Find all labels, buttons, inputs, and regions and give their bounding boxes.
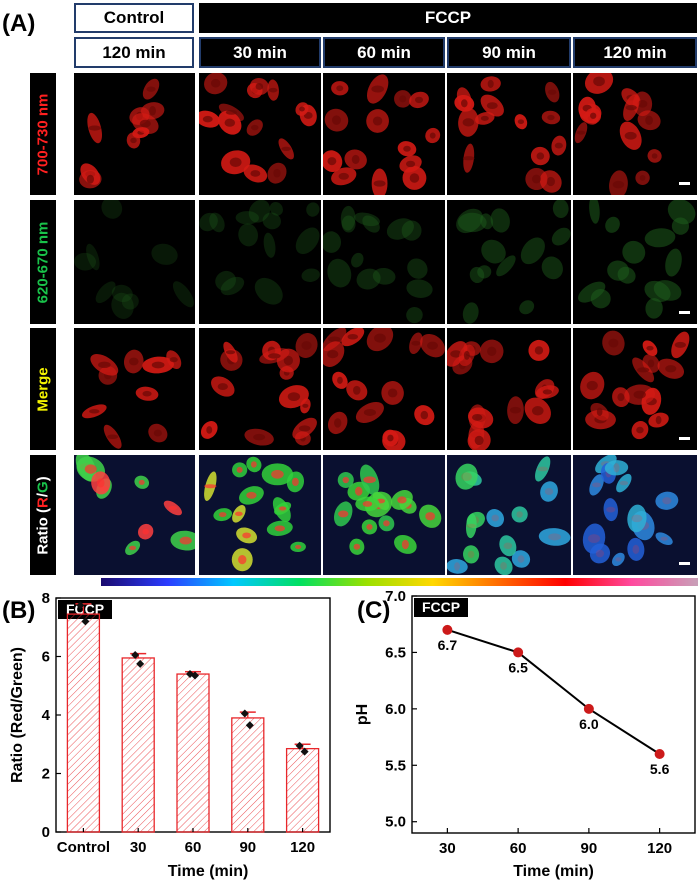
data-point-30-1 — [131, 651, 140, 660]
micrograph-red-channel-col-1 — [74, 73, 195, 195]
data-point-120-2 — [300, 747, 309, 756]
ph-line-chart: FCCP 6.7 6.5 6.0 5.6 30 60 90 120 5.0 5.5 6.0 6.5 7.0… — [354, 590, 696, 880]
data-point-90-2 — [245, 721, 254, 730]
micrograph-red-channel-col-3 — [323, 73, 445, 195]
micrograph-ratio-col-1 — [74, 455, 195, 575]
time-header-120: 120 min — [573, 37, 697, 68]
data-point-60-2 — [191, 671, 199, 680]
micrograph-green-channel-col-3 — [323, 200, 445, 324]
micrograph-ratio-col-4 — [447, 455, 571, 575]
x-tick-label-30: 30 — [439, 840, 456, 857]
data-point-Control-2 — [81, 617, 90, 626]
row-label-620-670: 620-670 nm — [30, 200, 56, 324]
micrograph-ratio-col-2 — [199, 455, 321, 575]
ratio-bar-chart: FCCP Control 30 60 90 120 0 2 4 6 8 Time (min) Ratio… — [9, 590, 331, 880]
series-line-ph — [447, 628, 661, 755]
y-tick-label-8: 8 — [42, 590, 50, 607]
bar-Control — [66, 613, 101, 833]
scale-bar — [679, 182, 690, 185]
data-label-30: 6.7 — [438, 637, 458, 653]
x-tick-label-60: 60 — [510, 840, 527, 857]
y-tick-label-6: 6 — [42, 649, 50, 666]
fccp-tag: FCCP — [66, 601, 104, 617]
micrograph-ratio-col-3 — [323, 455, 445, 575]
time-header-60: 60 min — [323, 37, 445, 68]
x-axis-label: Time (min) — [513, 863, 594, 880]
y-tick-label-4: 4 — [42, 707, 51, 724]
y-tick-label-5.5: 5.5 — [385, 757, 406, 774]
y-tick-label-2: 2 — [42, 766, 50, 783]
micrograph-merge-col-3 — [323, 328, 445, 450]
data-point-120-1 — [295, 741, 304, 750]
data-point-60 — [513, 647, 524, 658]
data-point-90 — [583, 703, 594, 714]
micrograph-green-channel-col-4 — [447, 200, 571, 324]
panel-a-letter: (A) — [2, 10, 36, 37]
time-header-control-120: 120 min — [74, 37, 194, 68]
y-axis-label: pH — [354, 704, 371, 725]
micrograph-merge-col-1 — [74, 328, 195, 450]
row-label-700-730: 700-730 nm — [30, 73, 56, 195]
y-tick-label-0: 0 — [42, 824, 50, 841]
bar-60 — [176, 673, 210, 833]
x-tick-label-120: 120 — [647, 840, 672, 857]
x-tick-label-120: 120 — [290, 839, 315, 856]
fccp-header: FCCP — [199, 3, 697, 33]
y-tick-label-6.0: 6.0 — [385, 701, 406, 718]
time-header-30: 30 min — [199, 37, 321, 68]
y-tick-label-6.5: 6.5 — [385, 644, 406, 661]
row-label-merge: Merge — [30, 328, 56, 450]
micrograph-red-channel-col-4 — [447, 73, 571, 195]
micrograph-red-channel-col-5 — [573, 73, 697, 195]
data-label-120: 5.6 — [650, 761, 670, 777]
y-tick-label-5.0: 5.0 — [385, 814, 406, 831]
row-label-ratio: Ratio (R/G) — [30, 455, 56, 575]
panel-b-letter: (B) — [2, 597, 36, 624]
micrograph-red-channel-col-2 — [199, 73, 321, 195]
micrograph-merge-col-4 — [447, 328, 571, 450]
data-point-120 — [654, 749, 665, 759]
data-point-90-1 — [240, 709, 249, 718]
micrograph-merge-col-5 — [573, 328, 697, 450]
control-header: Control — [74, 3, 194, 33]
x-tick-label-90: 90 — [581, 840, 598, 857]
micrograph-green-channel-col-1 — [74, 200, 195, 324]
x-tick-label-90: 90 — [239, 839, 256, 856]
bar-120 — [285, 747, 320, 833]
fccp-tag: FCCP — [422, 599, 460, 615]
data-point-30-2 — [136, 659, 145, 668]
y-axis-label: Ratio (Red/Green) — [9, 647, 26, 783]
ratio-color-scale-bar — [101, 578, 698, 586]
x-axis-label: Time (min) — [168, 863, 249, 880]
time-header-90: 90 min — [447, 37, 571, 68]
y-tick-label-7.0: 7.0 — [385, 590, 406, 605]
data-point-Control-1 — [76, 601, 85, 610]
micrograph-green-channel-col-2 — [199, 200, 321, 324]
data-point-30 — [442, 624, 453, 635]
scale-bar — [679, 562, 690, 565]
micrograph-ratio-col-5 — [573, 455, 697, 575]
panel-c-letter: (C) — [357, 597, 391, 624]
bar-90 — [231, 717, 265, 833]
scale-bar — [679, 437, 690, 440]
scale-bar — [679, 311, 690, 314]
data-label-60: 6.5 — [508, 659, 528, 675]
x-tick-label-60: 60 — [185, 839, 202, 856]
plot-frame — [411, 595, 696, 834]
micrograph-green-channel-col-5 — [573, 200, 697, 324]
micrograph-merge-col-2 — [199, 328, 321, 450]
x-tick-label-Control: Control — [57, 839, 110, 856]
fccp-tag-box — [414, 598, 468, 617]
bar-30 — [121, 657, 155, 833]
x-tick-label-30: 30 — [130, 839, 147, 856]
data-label-90: 6.0 — [579, 716, 599, 732]
